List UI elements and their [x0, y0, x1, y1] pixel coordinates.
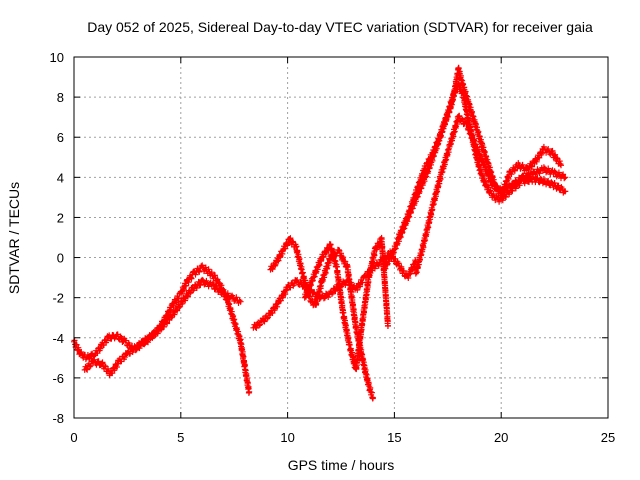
x-tick-label: 15 — [387, 430, 401, 445]
x-tick-label: 20 — [494, 430, 508, 445]
chart-title: Day 052 of 2025, Sidereal Day-to-day VTE… — [87, 19, 593, 35]
data-points-trace-h — [412, 112, 569, 277]
x-axis-label: GPS time / hours — [288, 457, 395, 473]
series-trace-e — [301, 234, 391, 373]
series-trace-d — [267, 235, 376, 402]
y-tick-label: -2 — [52, 291, 64, 306]
series-trace-h — [412, 112, 569, 277]
x-tick-label: 5 — [177, 430, 184, 445]
x-tick-label: 25 — [601, 430, 615, 445]
data-points-trace-b — [81, 276, 244, 379]
y-tick-label: 10 — [50, 50, 64, 65]
plot-area-border — [73, 56, 609, 419]
axes: 0 5 10 15 20 25 -8 -6 -4 -2 0 2 4 6 8 10 — [50, 50, 616, 445]
data-points-trace-e — [301, 234, 391, 373]
x-tick-label: 10 — [280, 430, 294, 445]
data-points-trace-d — [267, 235, 376, 402]
y-tick-label: -4 — [52, 331, 64, 346]
y-tick-label: -6 — [52, 371, 64, 386]
y-tick-label: 6 — [57, 130, 64, 145]
y-axis-label: SDTVAR / TECUs — [6, 182, 22, 294]
y-tick-label: -8 — [52, 411, 64, 426]
y-tick-label: 2 — [57, 210, 64, 225]
series-trace-b — [81, 276, 244, 379]
x-tick-label: 0 — [70, 430, 77, 445]
y-tick-label: 8 — [57, 90, 64, 105]
y-tick-label: 4 — [57, 170, 64, 185]
y-tick-label: 0 — [57, 251, 64, 266]
data-series — [71, 64, 569, 402]
